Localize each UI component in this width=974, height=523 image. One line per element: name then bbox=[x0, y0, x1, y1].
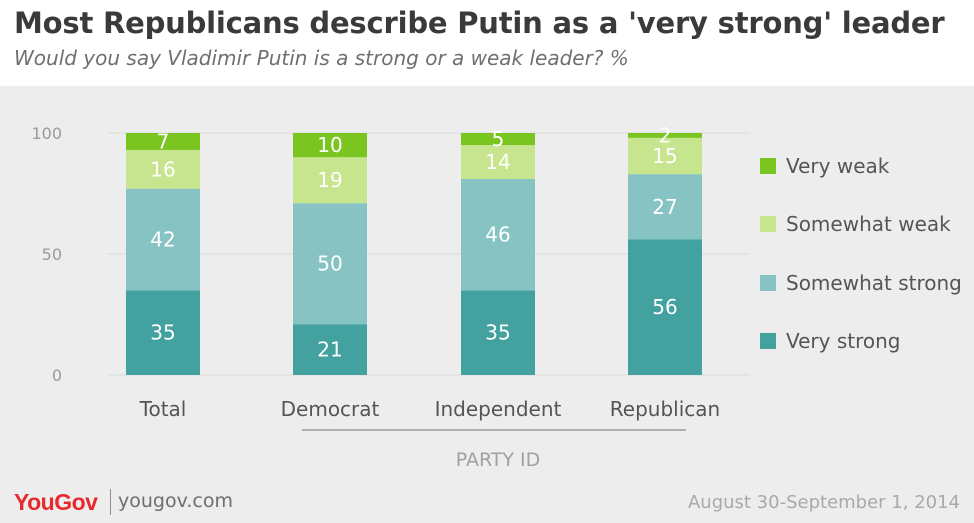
category-label: Democrat bbox=[281, 397, 380, 421]
data-label: 46 bbox=[485, 223, 510, 247]
legend-label: Somewhat weak bbox=[786, 212, 951, 236]
party-id-label: PARTY ID bbox=[456, 449, 541, 471]
bar-segment bbox=[293, 324, 367, 375]
legend-label: Somewhat strong bbox=[786, 271, 962, 295]
yougov-logo: YouGov bbox=[14, 489, 98, 515]
bar-segment bbox=[126, 290, 200, 375]
data-label: 16 bbox=[150, 157, 175, 181]
legend-swatch bbox=[760, 216, 776, 232]
bar-segment bbox=[628, 174, 702, 240]
data-label: 14 bbox=[485, 150, 510, 174]
legend-label: Very strong bbox=[786, 329, 901, 353]
bar-segment bbox=[126, 133, 200, 150]
bar-segment bbox=[461, 133, 535, 146]
legend-swatch bbox=[760, 275, 776, 291]
footer-url[interactable]: yougov.com bbox=[118, 490, 233, 512]
bar-segment bbox=[293, 203, 367, 325]
bar-segment bbox=[461, 178, 535, 291]
data-label: 10 bbox=[317, 133, 342, 157]
bar-segment bbox=[628, 137, 702, 175]
data-label: 21 bbox=[317, 338, 342, 362]
legend-swatch bbox=[760, 158, 776, 174]
data-label: 15 bbox=[652, 144, 677, 168]
bar-segment bbox=[461, 145, 535, 179]
survey-date: August 30-September 1, 2014 bbox=[687, 492, 960, 513]
footer-divider bbox=[110, 489, 111, 515]
category-label: Republican bbox=[610, 397, 720, 421]
legend-swatch bbox=[760, 333, 776, 349]
legend-label: Very weak bbox=[786, 154, 890, 178]
bar-segment bbox=[126, 188, 200, 291]
bar-segment bbox=[461, 290, 535, 375]
data-label: 50 bbox=[317, 252, 342, 276]
category-label: Independent bbox=[435, 397, 562, 421]
category-label: Total bbox=[139, 397, 187, 421]
data-label: 35 bbox=[150, 321, 175, 345]
data-label: 35 bbox=[485, 321, 510, 345]
y-tick-label: 50 bbox=[42, 245, 62, 264]
bar-segment bbox=[628, 239, 702, 375]
data-label: 2 bbox=[659, 123, 672, 147]
bar-segment bbox=[293, 133, 367, 158]
chart-header: Most Republicans describe Putin as a 've… bbox=[0, 0, 974, 86]
chart-subtitle: Would you say Vladimir Putin is a strong… bbox=[14, 46, 629, 70]
y-tick-label: 0 bbox=[52, 366, 62, 385]
bar-segment bbox=[628, 133, 702, 138]
data-label: 56 bbox=[652, 295, 677, 319]
data-label: 42 bbox=[150, 227, 175, 251]
data-label: 5 bbox=[492, 127, 505, 151]
data-label: 19 bbox=[317, 168, 342, 192]
y-tick-label: 100 bbox=[31, 124, 62, 143]
data-label: 27 bbox=[652, 195, 677, 219]
bar-segment bbox=[126, 149, 200, 189]
chart-title: Most Republicans describe Putin as a 've… bbox=[14, 6, 945, 40]
bar-segment bbox=[293, 157, 367, 204]
data-label: 7 bbox=[157, 129, 170, 153]
